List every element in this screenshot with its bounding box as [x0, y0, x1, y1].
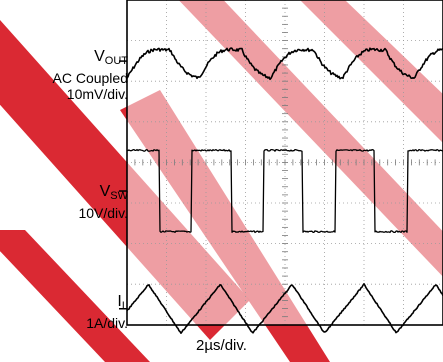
time-scale-label: 2µs/div.: [196, 337, 247, 354]
graticule: [126, 0, 443, 326]
trace-il: [126, 283, 443, 334]
scope-screen-border: [126, 0, 443, 326]
il-label: IL 1A/div.: [86, 293, 128, 331]
il-name: IL: [117, 293, 128, 312]
waveform-traces: [119, 47, 443, 334]
il-scale: 1A/div.: [86, 315, 128, 331]
vsw-label: VSW 10V/div.: [78, 183, 128, 221]
trace-vsw: [127, 148, 443, 234]
vout-coupling: AC Coupled: [52, 70, 129, 86]
trace-vout: [126, 47, 443, 81]
vsw-name: VSW: [99, 183, 128, 202]
vsw-scale: 10V/div.: [78, 205, 128, 221]
vout-name: VOUT: [94, 48, 128, 67]
vout-scale: 10mV/div.: [66, 86, 128, 102]
vout-label: VOUT AC Coupled 10mV/div.: [53, 48, 129, 102]
